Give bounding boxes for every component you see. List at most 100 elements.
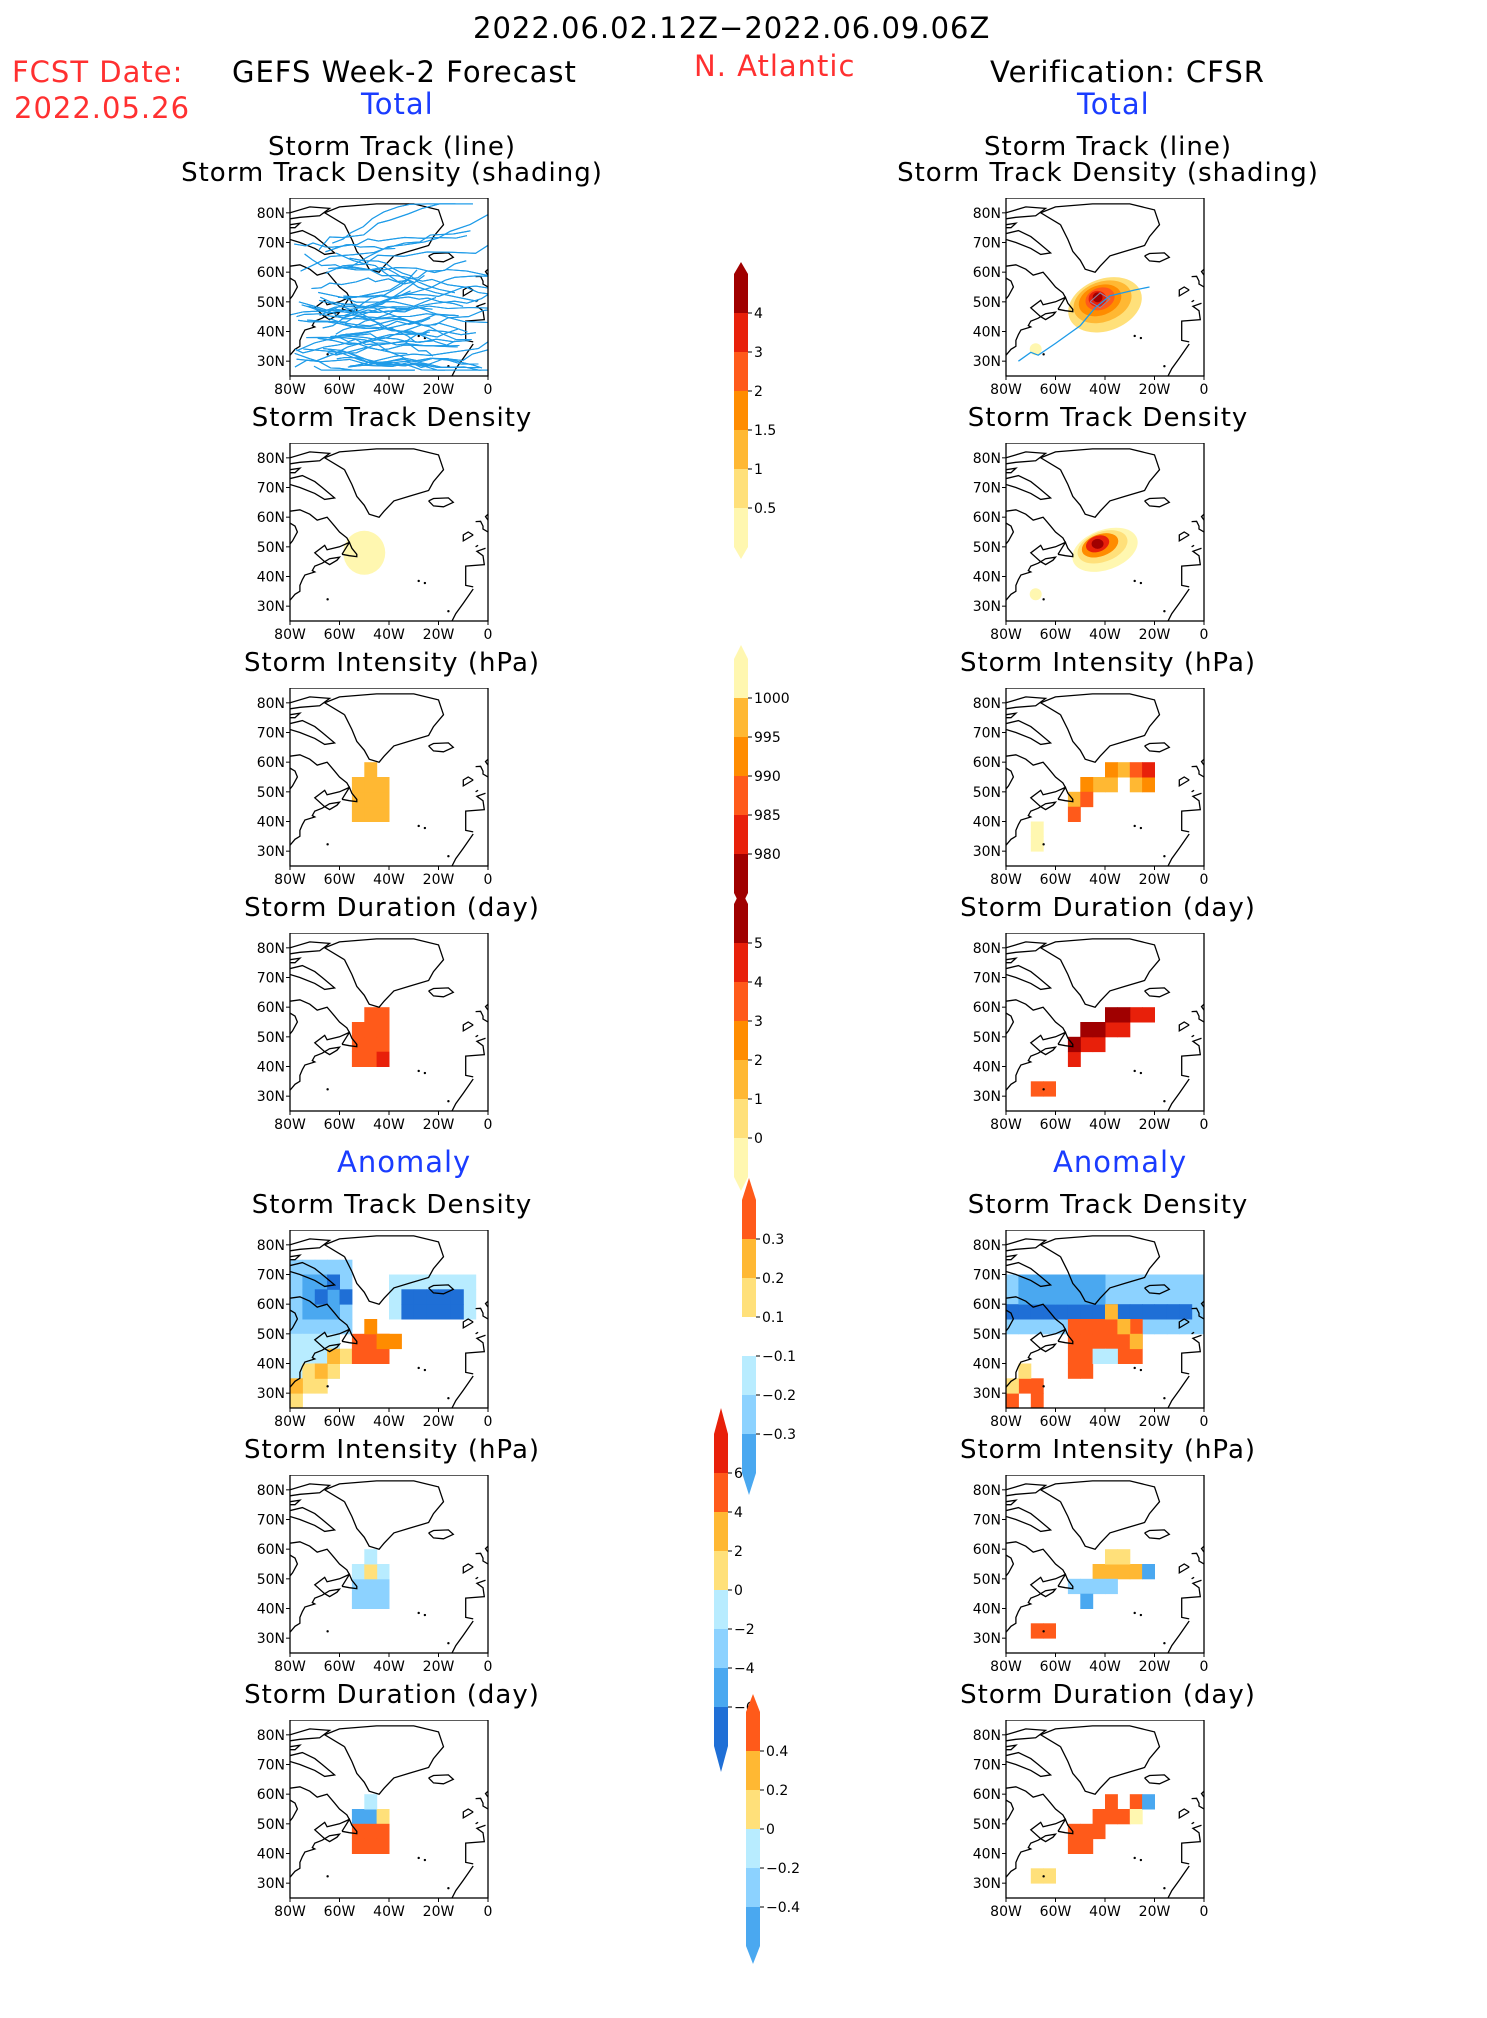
island-dot <box>326 1875 329 1878</box>
coastline <box>462 1563 474 1575</box>
grid-cell <box>1092 1333 1106 1350</box>
grid-cell <box>1166 1319 1180 1335</box>
coastline <box>475 1797 488 1810</box>
map-density-verification: 80N 70N 60N 50N 40N 30N 80W 60W 40W 20W 0 <box>961 443 1216 669</box>
colorbar-label: 980 <box>754 847 781 863</box>
coastline <box>1006 696 1048 710</box>
grid-cell <box>1055 1274 1069 1290</box>
title-anom-duration-left: Storm Duration (day) <box>244 1680 540 1710</box>
grid-cell <box>1018 1304 1032 1320</box>
map-frame <box>289 1720 489 1899</box>
grid-cell <box>1080 1333 1094 1350</box>
lat-tick-label: 40N <box>257 1847 285 1863</box>
colorbar-swatch <box>714 1629 728 1668</box>
colorbar-label: 1000 <box>754 691 790 707</box>
island-dot <box>1042 1088 1045 1091</box>
colorbar-label: 2 <box>754 384 763 400</box>
storm-track-line <box>335 313 456 335</box>
coastline <box>1006 712 1018 719</box>
colorbar-top-arrow <box>734 645 748 659</box>
colorbar-swatch <box>746 1751 760 1790</box>
lon-tick-label: 80W <box>274 1904 306 1920</box>
island-dot <box>1042 1385 1045 1388</box>
coastline <box>1006 1541 1067 1633</box>
coastline <box>475 544 479 548</box>
coastline <box>1200 513 1204 521</box>
colorbar-label: 4 <box>734 1505 743 1521</box>
lat-tick-label: 60N <box>257 1787 285 1803</box>
coastline <box>1191 520 1204 533</box>
lat-tick-label: 30N <box>257 844 285 860</box>
lat-tick-label: 70N <box>973 1513 1001 1529</box>
grid-cell <box>1030 821 1044 837</box>
coastline <box>1006 474 1053 501</box>
lon-tick-label: 80W <box>990 627 1022 643</box>
title-track-line-left: Storm Track (line) <box>268 132 516 162</box>
density-contour <box>343 530 386 575</box>
date-range-title: 2022.06.02.12Z−2022.06.09.06Z <box>473 11 991 45</box>
colorbar-swatch <box>734 737 748 776</box>
coastline <box>1006 451 1048 465</box>
coastline <box>290 206 332 220</box>
lon-tick-label: 20W <box>423 382 455 398</box>
island-dot <box>1133 1856 1136 1860</box>
coastline <box>341 1572 358 1590</box>
coastline <box>1191 1552 1204 1565</box>
coastline <box>1006 1238 1048 1252</box>
grid-cell <box>327 1274 340 1290</box>
grid-cell <box>376 1051 390 1067</box>
storm-track-line <box>345 333 434 357</box>
island-dot <box>447 1100 450 1103</box>
coastline <box>323 1480 445 1550</box>
lat-tick-label: 80N <box>973 1238 1001 1254</box>
title-anom-intensity-right: Storm Intensity (hPa) <box>959 1435 1257 1465</box>
island-dot <box>447 610 450 613</box>
grid-cell <box>351 1051 365 1067</box>
grid-cell <box>1030 1393 1044 1408</box>
lat-tick-label: 30N <box>257 1876 285 1892</box>
island-dot <box>447 855 450 858</box>
colorbar-label: 0 <box>754 1131 763 1147</box>
colorbar-swatch <box>734 313 748 352</box>
coastline <box>428 497 455 508</box>
island-dot <box>1042 353 1045 356</box>
density-contour <box>1029 588 1042 601</box>
grid-cell <box>1030 1623 1044 1639</box>
grid-cell <box>351 1809 365 1825</box>
island-dot <box>1163 365 1166 368</box>
grid-cell <box>1030 1304 1044 1320</box>
coastline <box>451 343 474 376</box>
title-density-right: Storm Track Density <box>967 403 1249 433</box>
grid-cell <box>1117 1319 1131 1335</box>
colorbar-label: 3 <box>754 1014 763 1030</box>
lat-tick-label: 40N <box>973 1847 1001 1863</box>
storm-track-line <box>344 275 488 316</box>
lat-tick-label: 60N <box>973 1542 1001 1558</box>
grid-cell <box>1067 1838 1081 1854</box>
coastline <box>290 1012 299 1035</box>
region-label: N. Atlantic <box>694 49 856 83</box>
storm-track-line <box>323 348 482 371</box>
colorbar-swatch <box>714 1473 728 1512</box>
grid-cell <box>1166 1289 1180 1305</box>
grid-cell <box>364 762 378 778</box>
grid-cell <box>1179 1289 1193 1305</box>
anomaly-label-left: Anomaly <box>337 1145 472 1179</box>
grid-cell <box>1080 1838 1094 1854</box>
shading-layer <box>351 762 390 822</box>
lon-tick-label: 0 <box>1200 1414 1209 1430</box>
lat-tick-label: 50N <box>973 1817 1001 1833</box>
lon-tick-label: 20W <box>1139 872 1171 888</box>
coastline <box>1144 497 1171 508</box>
lat-tick-label: 50N <box>973 540 1001 556</box>
coastline <box>1039 1480 1161 1550</box>
coastline <box>290 1254 302 1261</box>
storm-track-line <box>337 214 488 270</box>
grid-cell <box>1154 1304 1168 1320</box>
map-frame <box>1005 1475 1205 1654</box>
grid-cell <box>351 1823 365 1840</box>
coastline <box>1181 1334 1202 1375</box>
coastline <box>1006 1254 1018 1261</box>
coastline <box>290 229 337 256</box>
map-anom-intensity-forecast: 80N 70N 60N 50N 40N 30N 80W 60W 40W 20W 0 <box>245 1475 500 1701</box>
